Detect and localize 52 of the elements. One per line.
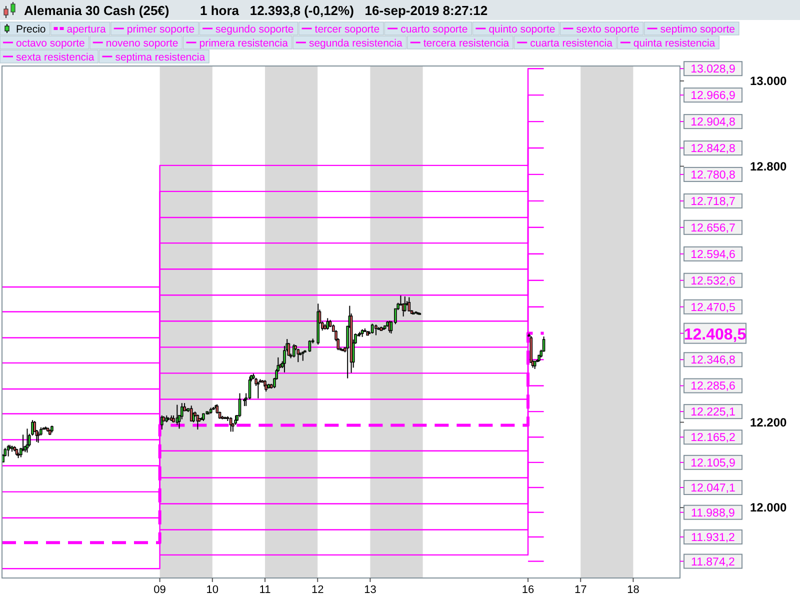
x-tick-label: 09 [154,584,166,596]
legend-label: octavo soporte [16,38,86,50]
y-tick-label: 12.800 [750,159,788,174]
y2-tick-label: 12.718,7 [690,196,736,208]
y2-tick-label: 12.225,1 [690,406,736,419]
y2-tick-label: 12.532,6 [690,275,736,288]
legend-label: sexto soporte [576,24,640,36]
y2-tick-label: 12.656,7 [690,222,736,234]
y2-tick-label: 11.988,9 [691,507,735,520]
y2-tick-label: 13.028,9 [690,64,736,76]
x-tick-label: 13 [364,584,376,596]
y2-tick-label: 12.842,8 [690,143,736,156]
legend-label: primer soporte [126,24,195,36]
legend-label: primera resistencia [199,38,288,50]
legend-label: cuarta resistencia [530,38,613,50]
x-tick-label: 11 [259,584,271,596]
legend-label: segundo soporte [216,24,294,36]
x-tick-label: 17 [574,584,587,596]
y-tick-label: 12.200 [750,415,788,430]
y2-tick-label: 12.594,6 [690,248,736,261]
legend-label: tercer soporte [314,24,380,36]
y2-tick-label: 12.904,8 [690,116,736,129]
legend-label: tercera resistencia [423,38,510,50]
legend-label: quinto soporte [488,24,556,36]
y2-tick-label: 12.780,8 [690,169,736,182]
y2-tick-label: 12.470,5 [690,302,736,314]
legend-label: septima resistencia [115,52,206,64]
x-tick-label: 16 [522,584,534,596]
y2-tick-label: 11.874,2 [691,556,735,568]
legend-label: sexta resistencia [16,52,94,64]
legend-label: quinta resistencia [633,38,716,50]
y-tick-label: 12.000 [750,500,788,515]
legend-label: apertura [66,24,106,36]
x-tick-label: 12 [311,584,324,596]
y2-tick-label: 11.931,2 [691,532,735,544]
y2-tick-label: 12.966,9 [690,90,736,102]
x-tick-label: 10 [206,584,219,596]
chart-title: Alemania 30 Cash (25€) [24,3,170,18]
y2-tick-label: 12.408,5 [684,326,746,344]
y2-tick-label: 12.165,2 [690,432,736,444]
y2-tick-label: 12.105,9 [690,457,736,470]
y2-tick-label: 12.047,1 [690,482,736,495]
x-tick-label: 18 [627,584,640,596]
legend-label: segunda resistencia [308,38,403,50]
y2-tick-label: 12.285,6 [690,380,736,393]
legend-label: cuarto soporte [400,24,468,36]
legend-label: Precio [16,24,46,36]
y-tick-label: 13.000 [750,74,788,88]
legend-label: noveno soporte [106,38,178,50]
y2-tick-label: 12.346,8 [690,354,736,367]
chart-subtitle: 1 hora 12.393,8 (-0,12%) 16-sep-2019 8:27:12 [200,3,488,18]
legend-label: septimo soporte [660,24,736,36]
